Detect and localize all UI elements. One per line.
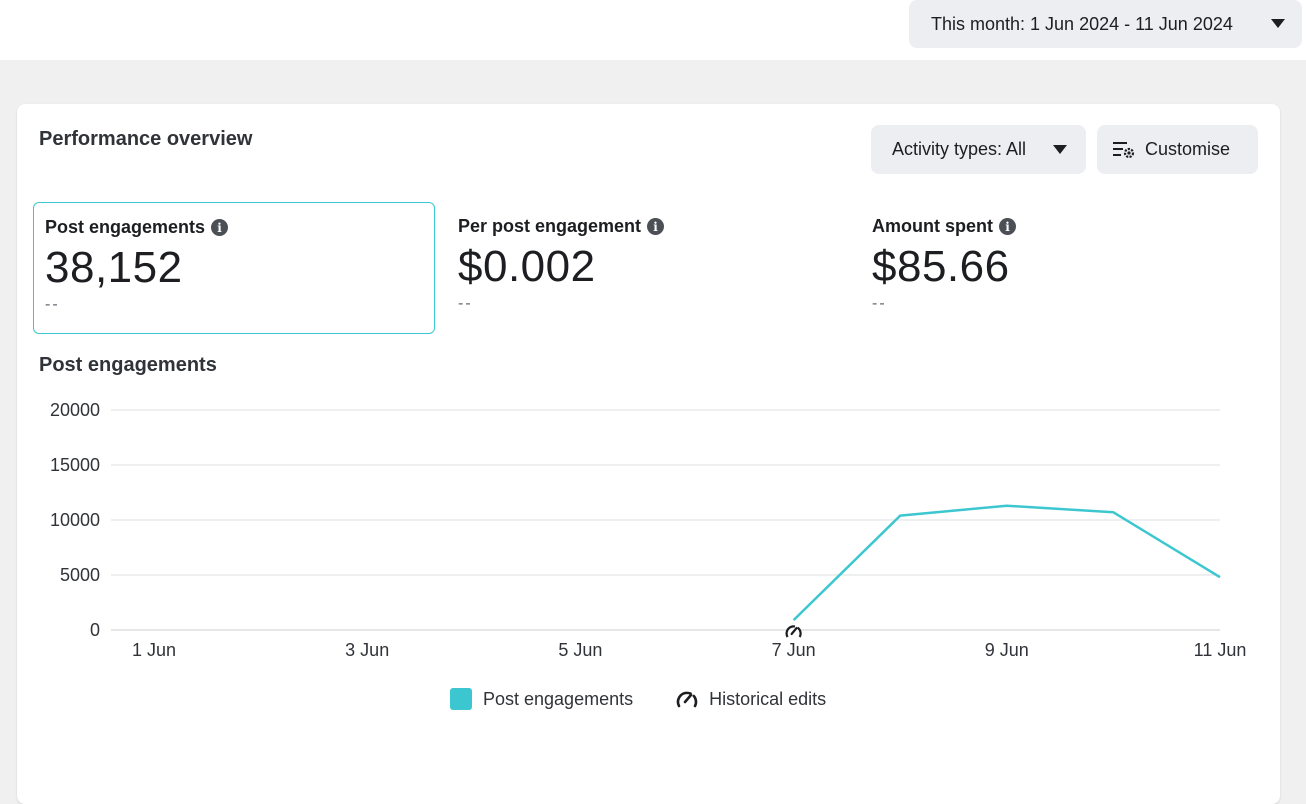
y-tick-label: 20000: [50, 400, 100, 420]
gauge-icon: [676, 691, 698, 708]
metric-post-engagements[interactable]: Post engagements i 38,152 --: [33, 202, 435, 334]
metric-value: $0.002: [458, 242, 596, 291]
customise-button[interactable]: Customise: [1097, 125, 1258, 174]
series-line: [792, 504, 1221, 621]
historical-edit-marker[interactable]: [785, 625, 802, 638]
legend-label: Historical edits: [709, 688, 827, 709]
metric-label: Amount spent: [872, 216, 993, 236]
x-tick-label: 11 Jun: [1194, 640, 1247, 660]
info-icon[interactable]: i: [647, 218, 665, 235]
customise-label: Customise: [1145, 139, 1231, 159]
metric-label-wrap: Amount spent i: [872, 216, 1252, 237]
x-tick-label: 1 Jun: [132, 640, 176, 660]
legend-label: Post engagements: [483, 688, 634, 709]
y-tick-label: 0: [90, 620, 100, 640]
legend-item-post-engagements[interactable]: Post engagements: [450, 688, 633, 710]
activity-types-dropdown[interactable]: Activity types: All: [871, 125, 1086, 174]
card-title: Performance overview: [39, 128, 253, 150]
metric-label: Post engagements: [45, 217, 206, 237]
x-tick-label: 3 Jun: [345, 640, 389, 660]
activity-types-label: Activity types: All: [892, 139, 1027, 159]
metric-value: 38,152: [45, 243, 183, 292]
info-icon[interactable]: i: [211, 219, 229, 236]
chart-title: Post engagements: [39, 354, 217, 376]
post-engagements-chart[interactable]: 0 5000 10000 15000 20000 1 Jun 3 Jun 5 Jun 7 Jun…: [17, 104, 1280, 684]
y-tick-label: 15000: [50, 455, 100, 475]
metric-delta: --: [45, 296, 60, 313]
metric-delta: --: [458, 295, 473, 312]
date-range-label: This month: 1 Jun 2024 - 11 Jun 2024: [931, 13, 1233, 34]
date-range-button[interactable]: This month: 1 Jun 2024 - 11 Jun 2024: [909, 0, 1302, 48]
x-tick-label: 7 Jun: [772, 640, 816, 660]
customise-settings-icon: [1113, 141, 1135, 158]
performance-overview-card: Performance overview Activity types: All…: [17, 104, 1280, 804]
x-tick-label: 5 Jun: [558, 640, 602, 660]
y-tick-label: 10000: [50, 510, 100, 530]
metric-value: $85.66: [872, 242, 1010, 291]
info-icon[interactable]: i: [999, 218, 1016, 235]
chart-legend: Post engagements Historical edits: [450, 688, 826, 710]
legend-item-historical-edits[interactable]: Historical edits: [675, 688, 826, 710]
metric-label-wrap: Post engagements i: [45, 217, 423, 238]
caret-down-icon: [1271, 19, 1285, 28]
metric-label-wrap: Per post engagement i: [458, 216, 838, 237]
y-tick-label: 5000: [60, 565, 100, 585]
legend-swatch: [450, 688, 472, 710]
metric-amount-spent[interactable]: Amount spent i $85.66 --: [861, 202, 1263, 334]
caret-down-icon: [1053, 145, 1067, 154]
top-bar: This month: 1 Jun 2024 - 11 Jun 2024: [0, 0, 1306, 60]
metric-label: Per post engagement: [458, 216, 642, 236]
metric-per-post-engagement[interactable]: Per post engagement i $0.002 --: [447, 202, 849, 334]
x-tick-label: 9 Jun: [985, 640, 1029, 660]
metric-delta: --: [872, 295, 887, 312]
